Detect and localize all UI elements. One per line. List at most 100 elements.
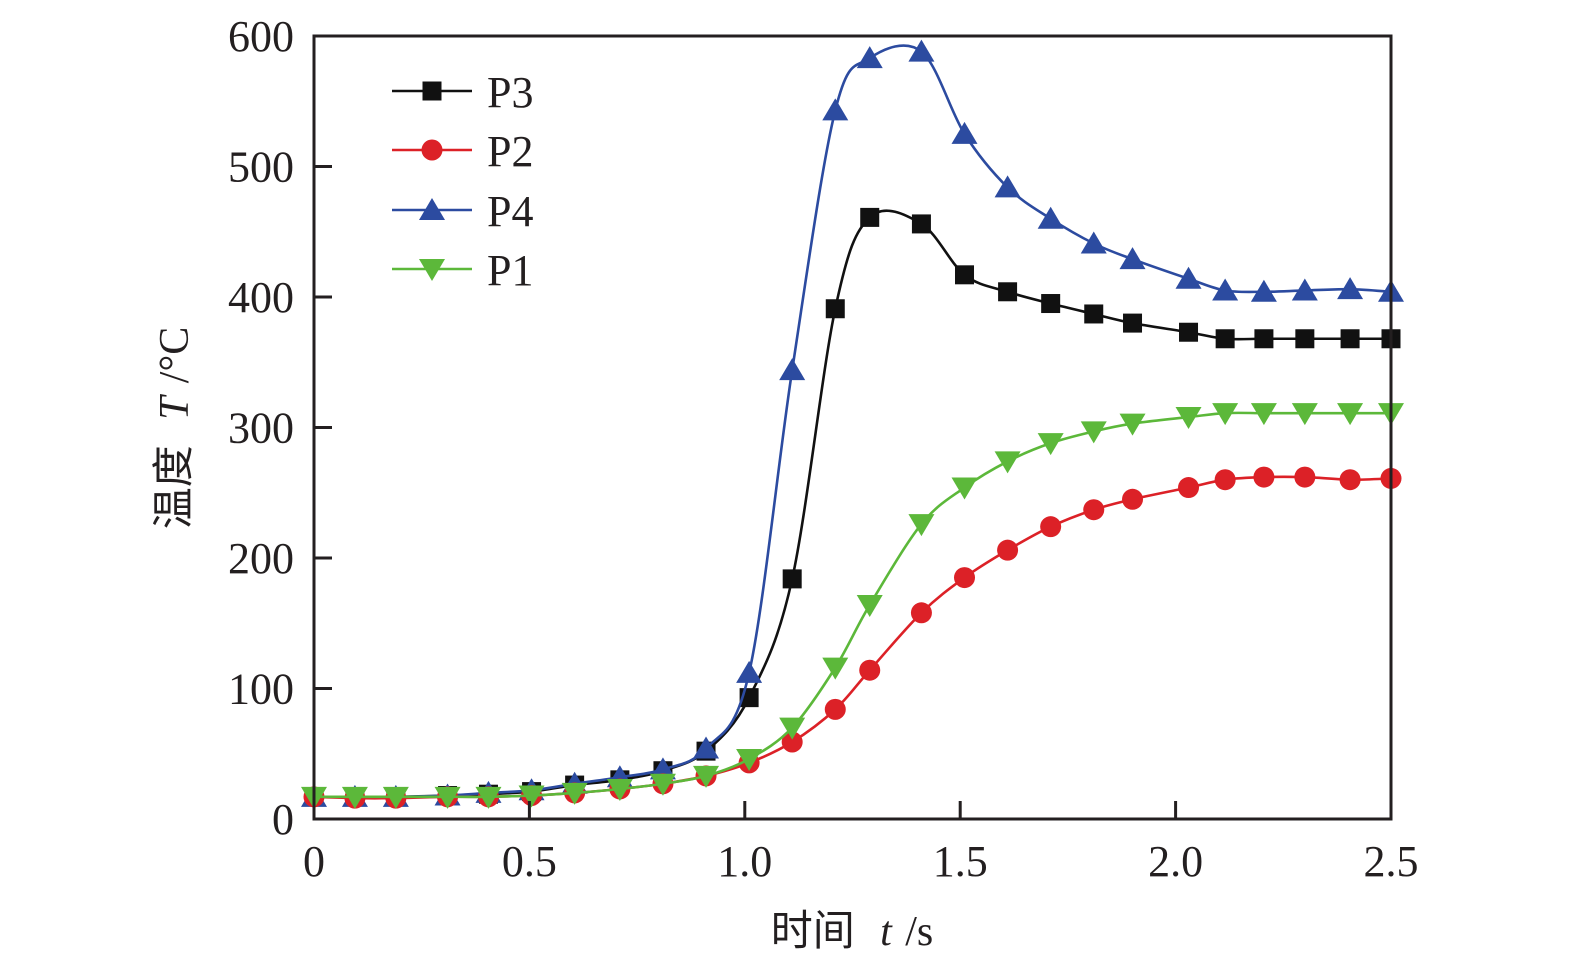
x-tick-label: 1.5 bbox=[933, 837, 988, 886]
legend-marker-icon bbox=[422, 81, 442, 101]
data-point-p1 bbox=[994, 451, 1021, 474]
y-axis-title: 温度 T /°C bbox=[149, 327, 198, 530]
data-point-p1 bbox=[1119, 413, 1146, 436]
data-point-p3 bbox=[1340, 329, 1360, 349]
x-tick-label: 2.5 bbox=[1364, 837, 1419, 886]
legend-item-p1: P1 bbox=[392, 246, 533, 295]
data-point-p1 bbox=[1080, 421, 1107, 444]
y-tick-label: 0 bbox=[272, 795, 294, 844]
data-point-p2 bbox=[954, 567, 976, 589]
legend-marker-icon bbox=[419, 198, 445, 220]
y-axis-title-var: T bbox=[152, 394, 198, 420]
data-point-p1 bbox=[736, 748, 763, 771]
data-point-p2 bbox=[1178, 477, 1200, 499]
data-point-p1 bbox=[561, 782, 588, 805]
data-point-p2 bbox=[1253, 466, 1275, 488]
x-axis: 0 0.5 1.0 1.5 2.0 2.5 bbox=[303, 801, 1419, 886]
data-point-p3 bbox=[782, 569, 802, 589]
data-point-p3 bbox=[955, 265, 975, 285]
data-point-p1 bbox=[1037, 433, 1064, 456]
series-p1 bbox=[301, 403, 1404, 809]
data-point-p4 bbox=[1080, 231, 1107, 254]
data-point-p4 bbox=[908, 39, 935, 62]
data-point-p4 bbox=[822, 98, 849, 121]
y-axis-title-zh: 温度 bbox=[149, 445, 198, 529]
data-point-p1 bbox=[856, 594, 883, 617]
x-axis-title-var: t bbox=[880, 909, 893, 955]
data-point-p2 bbox=[781, 731, 803, 753]
legend-item-p4: P4 bbox=[392, 187, 533, 236]
data-point-p1 bbox=[779, 717, 806, 740]
x-axis-title-unit: /s bbox=[905, 909, 933, 955]
data-point-p3 bbox=[1295, 329, 1315, 349]
data-point-p1 bbox=[908, 514, 935, 537]
data-point-p1 bbox=[475, 786, 502, 809]
data-point-p4 bbox=[1212, 278, 1239, 301]
data-point-p1 bbox=[822, 657, 849, 680]
data-point-p2 bbox=[1294, 466, 1316, 488]
x-tick-label: 0.5 bbox=[502, 837, 557, 886]
legend: P3 P2 P4 P1 bbox=[392, 68, 533, 295]
data-point-p4 bbox=[779, 358, 806, 381]
data-point-p1 bbox=[341, 786, 368, 809]
legend-marker-icon bbox=[419, 259, 445, 281]
plot-frame bbox=[312, 34, 1393, 821]
data-point-p1 bbox=[1291, 403, 1318, 426]
data-point-p2 bbox=[824, 698, 846, 720]
y-tick-label: 100 bbox=[228, 665, 294, 714]
data-point-p2 bbox=[1083, 499, 1105, 521]
series-line-p4 bbox=[314, 44, 1391, 799]
data-point-p4 bbox=[994, 175, 1021, 198]
data-point-p3 bbox=[998, 282, 1018, 302]
data-point-p1 bbox=[1337, 403, 1364, 426]
series-layer bbox=[301, 39, 1404, 809]
data-point-p4 bbox=[693, 736, 720, 759]
x-axis-title-zh: 时间 bbox=[771, 906, 855, 955]
data-point-p4 bbox=[1037, 206, 1064, 229]
legend-label: P3 bbox=[487, 68, 533, 117]
x-axis-title: 时间 t /s bbox=[771, 906, 933, 955]
y-tick-label: 600 bbox=[228, 12, 294, 61]
data-point-p3 bbox=[825, 299, 845, 319]
data-point-p4 bbox=[1291, 278, 1318, 301]
data-point-p2 bbox=[1040, 516, 1062, 538]
x-tick-label: 1.0 bbox=[717, 837, 772, 886]
y-tick-label: 500 bbox=[228, 143, 294, 192]
data-point-p1 bbox=[649, 773, 676, 796]
data-point-p4 bbox=[1175, 266, 1202, 289]
data-point-p1 bbox=[606, 778, 633, 801]
data-point-p1 bbox=[382, 786, 409, 809]
data-point-p3 bbox=[860, 207, 880, 227]
data-point-p1 bbox=[518, 785, 545, 808]
legend-label: P4 bbox=[487, 187, 533, 236]
data-point-p1 bbox=[1175, 407, 1202, 430]
data-point-p3 bbox=[1041, 294, 1061, 314]
data-point-p4 bbox=[1250, 279, 1277, 302]
data-point-p2 bbox=[859, 659, 881, 681]
data-point-p1 bbox=[1212, 403, 1239, 426]
data-point-p3 bbox=[1123, 313, 1143, 333]
y-axis-title-unit: /°C bbox=[152, 327, 198, 383]
data-point-p2 bbox=[1122, 488, 1144, 510]
data-point-p3 bbox=[1254, 329, 1274, 349]
legend-marker-icon bbox=[421, 139, 443, 161]
data-point-p4 bbox=[1119, 247, 1146, 270]
data-point-p4 bbox=[1337, 277, 1364, 300]
y-tick-label: 400 bbox=[228, 273, 294, 322]
y-tick-label: 200 bbox=[228, 534, 294, 583]
x-tick-label: 2.0 bbox=[1148, 837, 1203, 886]
legend-label: P1 bbox=[487, 246, 533, 295]
data-point-p4 bbox=[736, 660, 763, 683]
data-point-p4 bbox=[951, 121, 978, 144]
legend-label: P2 bbox=[487, 127, 533, 176]
data-point-p3 bbox=[1215, 329, 1235, 349]
x-tick-label: 0 bbox=[303, 837, 325, 886]
data-point-p3 bbox=[1084, 304, 1104, 324]
data-point-p1 bbox=[434, 786, 461, 809]
data-point-p4 bbox=[856, 46, 883, 69]
data-point-p2 bbox=[910, 602, 932, 624]
data-point-p1 bbox=[693, 765, 720, 788]
data-point-p2 bbox=[1214, 469, 1236, 491]
data-point-p1 bbox=[951, 477, 978, 500]
